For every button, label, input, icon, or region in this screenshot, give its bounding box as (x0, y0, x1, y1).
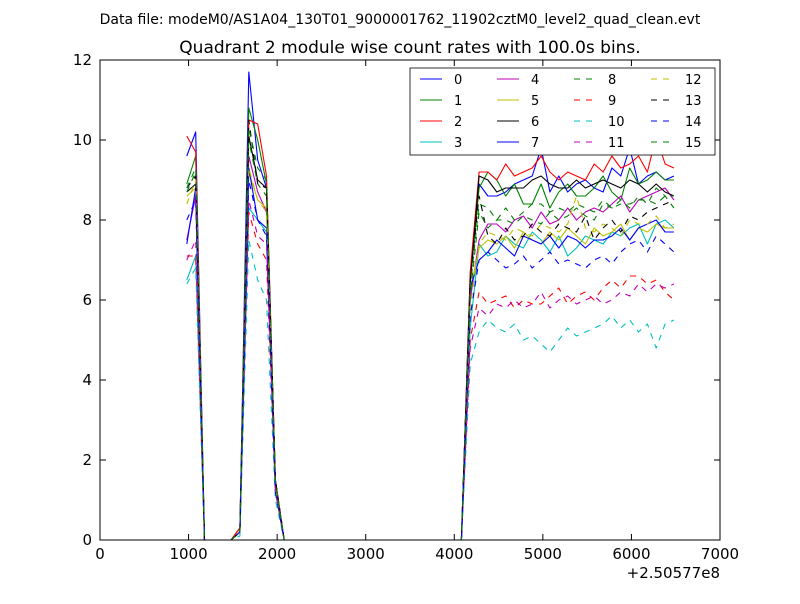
plot-area (186, 71, 675, 540)
data-file-title: Data file: modeM0/AS1A04_130T01_90000017… (100, 12, 701, 28)
legend-label-1: 1 (454, 94, 462, 109)
series-line-3 (186, 207, 675, 540)
y-tick-label: 0 (82, 531, 92, 549)
series-line-13 (186, 119, 675, 540)
legend-label-5: 5 (531, 94, 539, 109)
y-tick-label: 2 (82, 451, 92, 469)
x-axis-offset-label: +2.50577e8 (627, 564, 720, 582)
legend-label-0: 0 (454, 73, 462, 88)
x-tick-label: 6000 (612, 545, 650, 563)
legend-label-8: 8 (608, 73, 616, 88)
series-line-15 (186, 127, 675, 540)
x-tick-label: 1000 (169, 545, 207, 563)
x-tick-label: 3000 (347, 545, 385, 563)
series-line-11 (186, 199, 675, 540)
series-line-2 (186, 119, 675, 540)
y-tick-label: 6 (82, 291, 92, 309)
legend-label-4: 4 (531, 73, 539, 88)
series-line-10 (186, 239, 675, 540)
y-tick-label: 12 (73, 51, 92, 69)
chart-title: Quadrant 2 module wise count rates with … (179, 38, 640, 58)
legend-label-11: 11 (608, 136, 625, 151)
legend-label-6: 6 (531, 115, 539, 130)
legend-label-3: 3 (454, 136, 462, 151)
series-line-1 (186, 107, 674, 540)
y-tick-label: 10 (73, 131, 92, 149)
legend-label-10: 10 (608, 115, 625, 130)
legend-label-13: 13 (685, 94, 702, 109)
y-tick-label: 4 (82, 371, 92, 389)
legend-label-14: 14 (685, 115, 702, 130)
series-line-8 (186, 139, 674, 540)
x-tick-label: 7000 (701, 545, 739, 563)
legend-label-12: 12 (685, 73, 702, 88)
series-line-14 (186, 179, 675, 540)
legend-label-15: 15 (685, 136, 702, 151)
x-tick-label: 5000 (524, 545, 562, 563)
series-line-5 (186, 171, 674, 540)
series-line-9 (186, 211, 675, 540)
y-tick-label: 8 (82, 211, 92, 229)
legend-label-9: 9 (608, 94, 616, 109)
legend-label-2: 2 (454, 115, 462, 130)
series-line-4 (186, 155, 675, 540)
x-tick-label: 4000 (435, 545, 473, 563)
legend-label-7: 7 (531, 136, 539, 151)
legend-box (409, 67, 716, 156)
x-tick-label: 2000 (258, 545, 296, 563)
series-line-12 (186, 167, 675, 540)
x-tick-label: 0 (95, 545, 105, 563)
